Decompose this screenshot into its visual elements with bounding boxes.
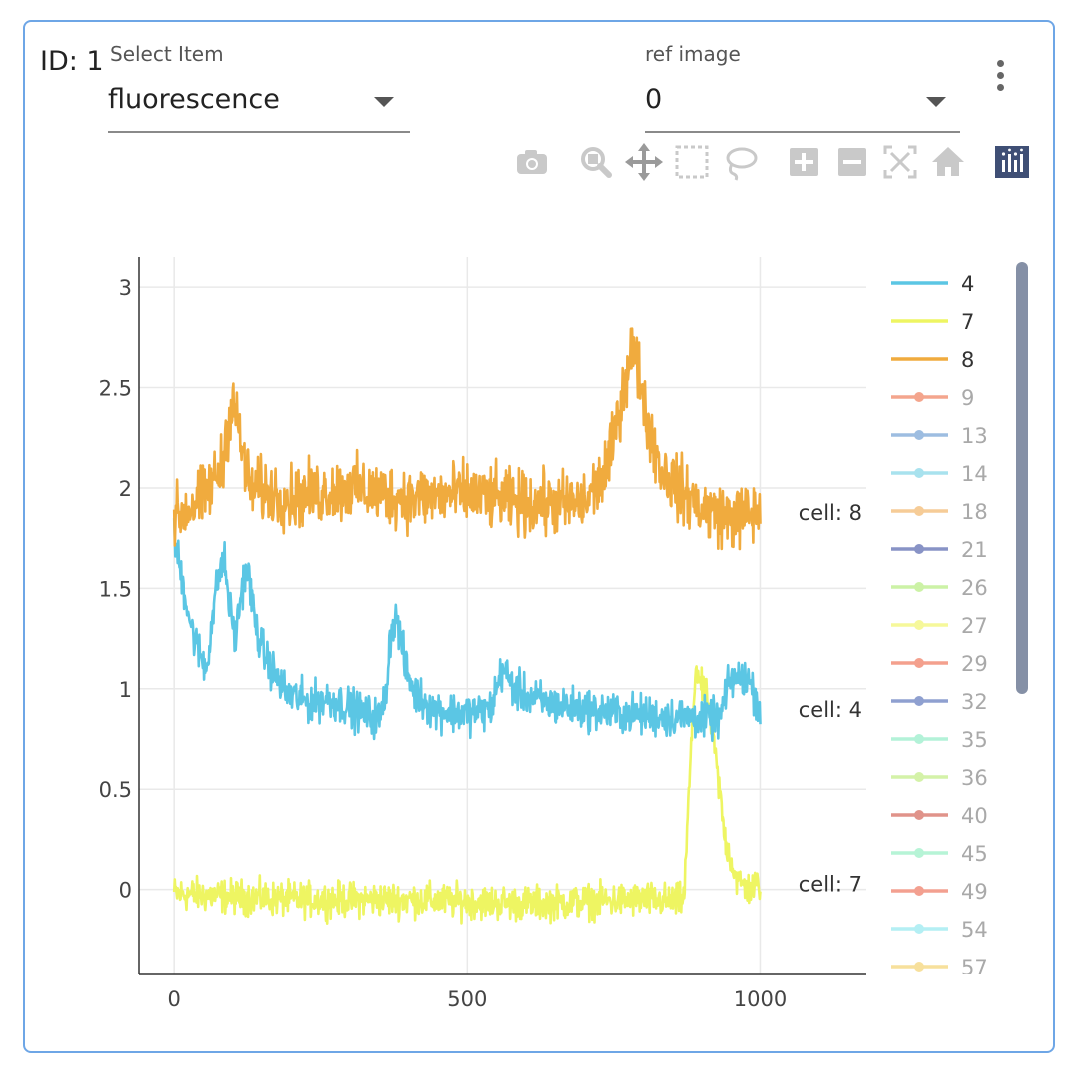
y-tick-label: 2 [119, 477, 132, 501]
select-item-underline [108, 131, 410, 133]
legend-marker-26 [914, 582, 924, 592]
legend-item-label[interactable]: 9 [961, 386, 974, 410]
legend-item-label[interactable]: 26 [961, 576, 988, 600]
series-end-label: cell: 4 [799, 698, 862, 722]
legend-item-label[interactable]: 13 [961, 424, 988, 448]
y-tick-label: 0 [119, 879, 132, 903]
plot-card [23, 20, 1055, 1053]
select-item-label: Select Item [110, 42, 224, 66]
legend-marker-54 [914, 924, 924, 934]
legend-marker-21 [914, 544, 924, 554]
camera-icon[interactable] [512, 140, 552, 184]
legend-item-label[interactable]: 35 [961, 728, 988, 752]
chart-legend: 4 7 8 9 13 14 18 21 26 27 29 32 35 36 40 45 49 54 57 [891, 272, 988, 980]
lasso-select-icon[interactable] [720, 140, 760, 184]
series-line-8 [172, 327, 762, 551]
y-tick-label: 1 [119, 678, 132, 702]
x-tick-label: 1000 [734, 987, 787, 1011]
legend-marker-36 [914, 772, 924, 782]
legend-item-label[interactable]: 8 [961, 348, 974, 372]
legend-marker-9 [914, 392, 924, 402]
ref-image-label: ref image [645, 42, 741, 66]
legend-marker-27 [914, 620, 924, 630]
legend-item-label[interactable]: 21 [961, 538, 988, 562]
y-tick-label: 0.5 [99, 778, 132, 802]
chevron-down-icon[interactable] [926, 97, 946, 107]
series-end-label: cell: 7 [799, 873, 862, 897]
series-line-4 [172, 518, 762, 743]
plotly-logo-icon[interactable] [992, 140, 1032, 184]
legend-item-label[interactable]: 36 [961, 766, 988, 790]
series-end-label: cell: 8 [799, 501, 862, 525]
plot-toolbar [512, 140, 1032, 184]
id-label: ID: 1 [40, 46, 104, 77]
legend-item-label[interactable]: 29 [961, 652, 988, 676]
chevron-down-icon[interactable] [374, 97, 394, 107]
legend-marker-57 [914, 962, 924, 972]
legend-item-label[interactable]: 27 [961, 614, 988, 638]
legend-marker-13 [914, 430, 924, 440]
legend-item-label[interactable]: 4 [961, 272, 974, 296]
legend-item-label[interactable]: 45 [961, 842, 988, 866]
legend-item-label[interactable]: 7 [961, 310, 974, 334]
y-tick-label: 3 [119, 276, 132, 300]
legend-item-label[interactable]: 32 [961, 690, 988, 714]
x-tick-label: 0 [167, 987, 180, 1011]
reset-axes-icon[interactable] [928, 140, 968, 184]
legend-scrollbar[interactable] [1016, 262, 1028, 694]
legend-item-label[interactable]: 57 [961, 956, 988, 980]
legend-marker-49 [914, 886, 924, 896]
zoom-in-icon[interactable] [784, 140, 824, 184]
legend-item-label[interactable]: 18 [961, 500, 988, 524]
legend-marker-14 [914, 468, 924, 478]
legend-marker-29 [914, 658, 924, 668]
y-tick-label: 1.5 [99, 577, 132, 601]
more-options-icon[interactable] [994, 60, 1006, 98]
y-tick-label: 2.5 [99, 377, 132, 401]
ref-image-underline [645, 131, 960, 133]
series-line-7 [172, 665, 762, 926]
ref-image-value[interactable]: 0 [645, 84, 663, 115]
box-select-icon[interactable] [672, 140, 712, 184]
zoom-icon[interactable] [576, 140, 616, 184]
legend-marker-45 [914, 848, 924, 858]
legend-item-label[interactable]: 40 [961, 804, 988, 828]
autoscale-icon[interactable] [880, 140, 920, 184]
legend-marker-35 [914, 734, 924, 744]
legend-item-label[interactable]: 49 [961, 880, 988, 904]
pan-icon[interactable] [624, 140, 664, 184]
legend-item-label[interactable]: 14 [961, 462, 988, 486]
legend-marker-18 [914, 506, 924, 516]
select-item-value[interactable]: fluorescence [108, 84, 280, 115]
x-tick-label: 500 [447, 987, 487, 1011]
legend-marker-40 [914, 810, 924, 820]
legend-item-label[interactable]: 54 [961, 918, 988, 942]
zoom-out-icon[interactable] [832, 140, 872, 184]
legend-marker-32 [914, 696, 924, 706]
